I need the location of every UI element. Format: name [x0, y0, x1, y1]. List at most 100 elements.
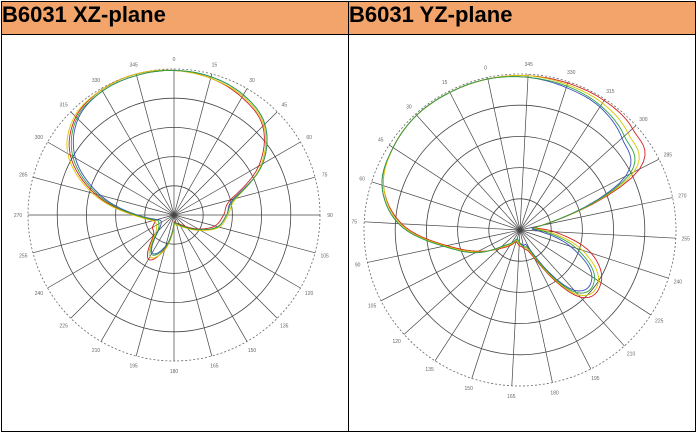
angle-label: 105	[368, 303, 377, 309]
pattern-trace	[381, 76, 636, 294]
angle-label: 330	[92, 78, 101, 84]
angle-label: 180	[550, 390, 559, 396]
angle-label: 75	[322, 173, 328, 179]
grid-spoke	[173, 73, 213, 216]
grid-spoke	[173, 214, 316, 254]
grid-spoke	[434, 229, 521, 362]
grid-spoke	[519, 229, 553, 383]
angle-label: 255	[19, 253, 28, 259]
grid-spoke	[519, 229, 625, 347]
angle-label: 15	[212, 62, 218, 68]
angle-label: 90	[327, 213, 333, 219]
angle-label: 45	[282, 103, 288, 109]
grid-spoke	[519, 229, 676, 239]
angle-label: 150	[248, 348, 257, 354]
header-yz-plane: B6031 YZ-plane	[348, 1, 696, 35]
angle-label: 195	[591, 376, 600, 382]
grid-spoke	[135, 73, 175, 216]
angle-label: 75	[351, 219, 357, 225]
angle-label: 150	[465, 386, 474, 392]
angle-label: 240	[35, 291, 44, 297]
angle-label: 165	[507, 394, 516, 400]
pattern-trace	[381, 76, 632, 292]
grid-spoke	[47, 141, 175, 216]
angle-label: 180	[170, 369, 179, 375]
grid-spoke	[32, 214, 175, 254]
angle-label: 45	[378, 138, 384, 144]
header-xz-plane: B6031 XZ-plane	[1, 1, 349, 35]
grid-spoke	[448, 90, 521, 231]
grid-spoke	[519, 229, 652, 316]
angle-label: 165	[210, 364, 219, 370]
grid-spoke	[487, 77, 521, 231]
angle-label: 285	[19, 173, 28, 179]
angle-label: 30	[406, 105, 412, 111]
angle-label: 105	[321, 253, 330, 259]
grid-spoke	[388, 144, 521, 231]
grid-spoke	[32, 176, 175, 216]
yz-polar-plot: 0 345 330 315 300 285 270 255 240 225 210 195 180 165…	[351, 62, 691, 400]
grid-spoke	[519, 229, 669, 279]
angle-label: 60	[306, 135, 312, 141]
angle-label: 315	[60, 103, 69, 109]
grid-spoke	[380, 229, 521, 302]
angle-label: 120	[305, 291, 314, 297]
grid-spoke	[415, 113, 521, 231]
grid-spoke	[173, 88, 248, 216]
grid-spoke	[519, 74, 529, 231]
pattern-trace	[70, 70, 268, 256]
angle-label: 120	[392, 339, 401, 345]
angle-label: 300	[639, 117, 648, 123]
angle-label: 30	[249, 78, 255, 84]
grid-ring	[457, 167, 583, 293]
grid-spoke	[173, 214, 278, 319]
yz-plane-cell: 0 345 330 315 300 285 270 255 240 225 210 195 180 165…	[348, 34, 696, 432]
grid-spoke	[364, 221, 521, 231]
grid-spoke	[519, 158, 660, 231]
angle-label: 90	[355, 263, 361, 269]
angle-label: 60	[359, 177, 365, 183]
grid-spoke	[519, 81, 569, 231]
grid-spoke	[173, 141, 301, 216]
angle-label: 240	[674, 279, 683, 285]
angle-label: 210	[627, 351, 636, 357]
grid-spoke	[173, 214, 213, 357]
grid-spoke	[70, 111, 175, 216]
grid-spoke	[519, 98, 606, 231]
angle-label: 330	[567, 70, 576, 76]
angle-label: 225	[60, 323, 69, 329]
grid-spoke	[519, 125, 637, 231]
grid-spoke	[135, 214, 175, 357]
grid-spoke	[100, 214, 175, 342]
angle-label: 15	[442, 80, 448, 86]
xz-polar-plot: 0 15 30 45 60 75 90 105 120 135 150 165 180 195 210 225…	[14, 57, 333, 375]
xz-plane-cell: 0 15 30 45 60 75 90 105 120 135 150 165 180 195 210 225…	[1, 34, 349, 432]
angle-label: 300	[35, 135, 44, 141]
grid-spoke	[511, 229, 521, 386]
angle-label: 345	[525, 62, 534, 68]
angle-label: 270	[14, 213, 23, 219]
angle-label: 135	[280, 323, 289, 329]
angle-label: 210	[92, 348, 101, 354]
grid-spoke	[371, 181, 521, 231]
angle-label: 255	[682, 237, 691, 243]
grid-ring	[394, 104, 646, 356]
grid-spoke	[471, 229, 521, 379]
angle-label: 270	[678, 193, 687, 199]
angle-label: 345	[129, 62, 138, 68]
angle-label: 135	[425, 367, 434, 373]
grid-spoke	[173, 214, 301, 289]
angle-label: 285	[664, 153, 673, 159]
grid-spoke	[173, 176, 316, 216]
grid-spoke	[173, 111, 278, 216]
grid-spoke	[100, 88, 175, 216]
angle-label: 315	[606, 89, 615, 95]
angle-label: 0	[484, 66, 487, 72]
angle-label: 0	[173, 57, 176, 63]
angle-label: 225	[655, 318, 664, 324]
angle-label: 195	[129, 364, 138, 370]
grid-ring	[426, 136, 614, 324]
grid-spoke	[47, 214, 175, 289]
grid-spoke	[173, 214, 248, 342]
